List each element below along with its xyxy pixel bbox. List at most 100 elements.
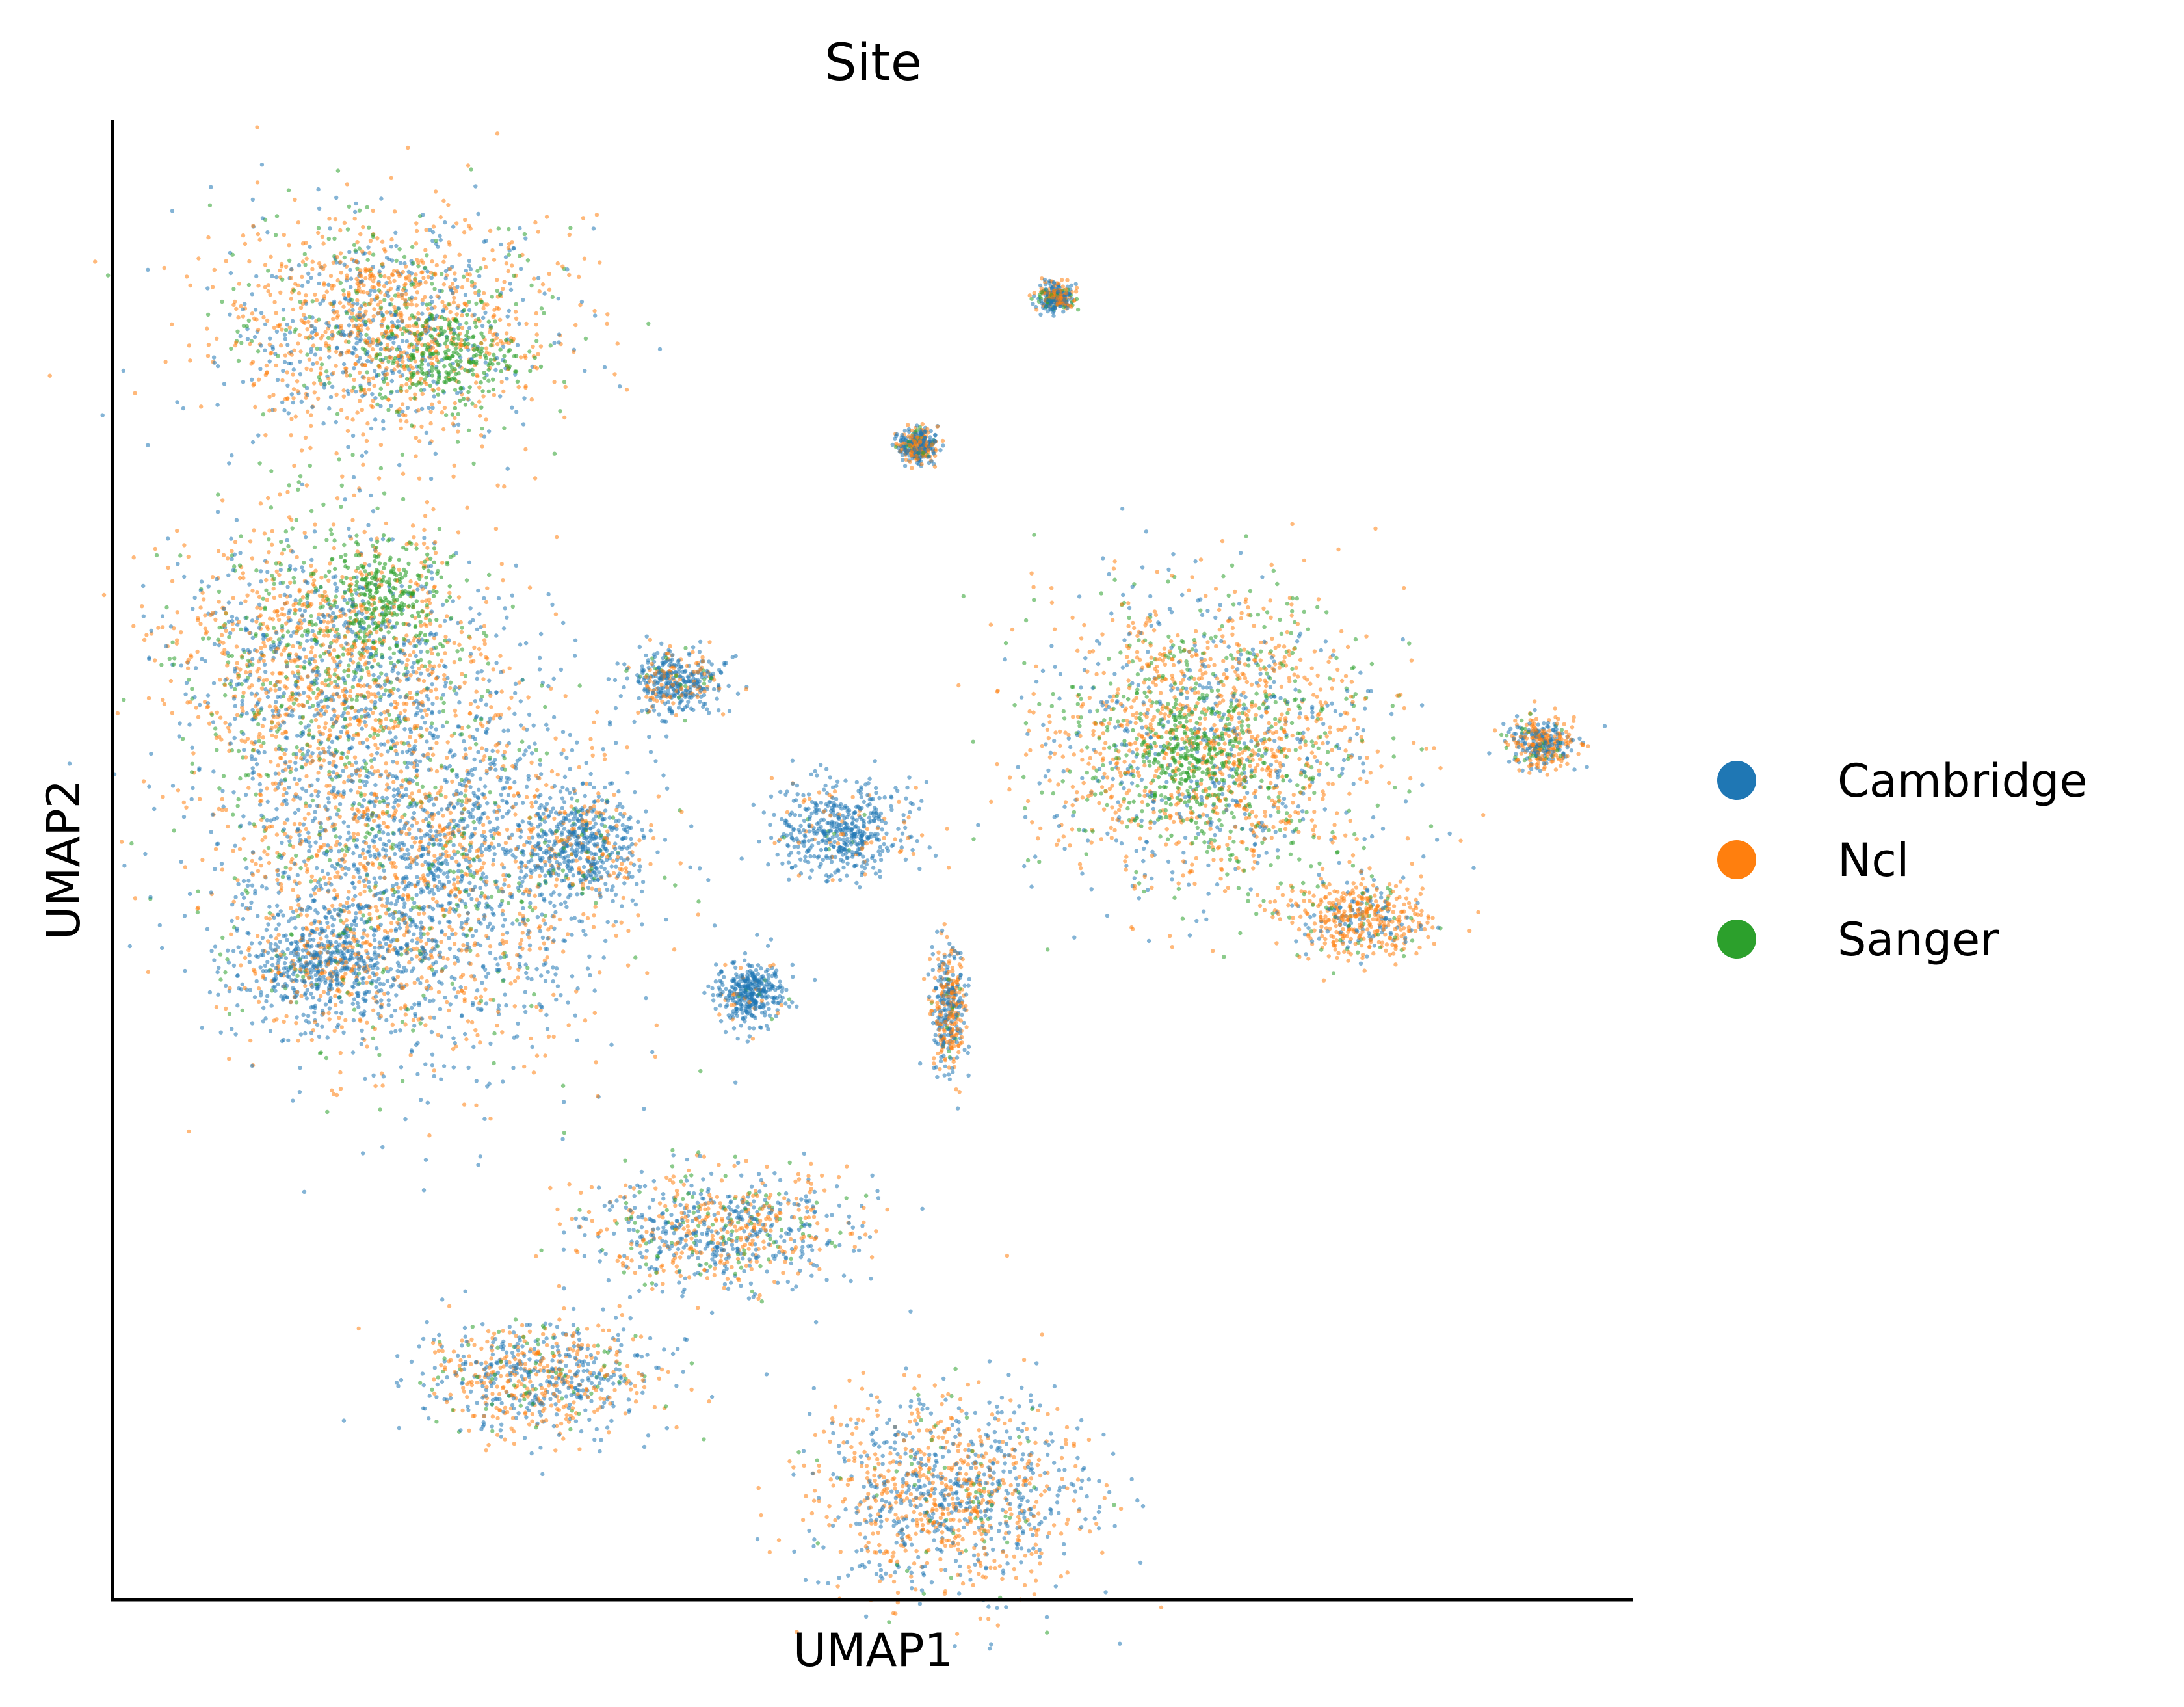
cell-point bbox=[434, 618, 439, 622]
cell-point bbox=[420, 311, 425, 316]
chart-title: Site bbox=[824, 34, 922, 92]
cell-point bbox=[226, 556, 230, 561]
cell-point bbox=[228, 631, 233, 635]
cell-point bbox=[447, 323, 452, 328]
cell-point bbox=[461, 397, 466, 401]
cell-point bbox=[467, 560, 472, 564]
cell-point bbox=[408, 385, 412, 390]
cell-point bbox=[210, 812, 215, 817]
cell-point bbox=[209, 185, 213, 189]
cell-point bbox=[358, 268, 363, 272]
cell-point bbox=[385, 324, 390, 329]
cell-point bbox=[264, 588, 269, 592]
cell-point bbox=[409, 957, 414, 962]
cell-point bbox=[671, 1153, 676, 1158]
cell-point bbox=[261, 315, 266, 320]
cell-point bbox=[400, 332, 405, 336]
cell-point bbox=[322, 294, 326, 298]
cell-point bbox=[333, 685, 337, 689]
cell-point bbox=[226, 600, 231, 605]
cell-point bbox=[523, 236, 528, 241]
cell-point bbox=[453, 271, 457, 276]
cell-point bbox=[335, 654, 340, 659]
cell-point bbox=[441, 308, 446, 313]
cell-point bbox=[250, 635, 255, 640]
cell-point bbox=[93, 259, 98, 264]
cell-point bbox=[367, 629, 373, 635]
cell-point bbox=[436, 392, 441, 397]
cell-point bbox=[473, 324, 479, 329]
cell-point bbox=[395, 360, 400, 365]
cell-point bbox=[605, 312, 610, 317]
cell-point bbox=[179, 630, 183, 635]
cell-point bbox=[651, 836, 656, 841]
cell-point bbox=[358, 232, 363, 237]
cell-point bbox=[441, 871, 447, 876]
cell-point bbox=[347, 668, 351, 673]
cell-point bbox=[342, 262, 347, 267]
cell-point bbox=[282, 752, 287, 757]
cell-point bbox=[357, 339, 362, 343]
cell-point bbox=[276, 712, 281, 717]
cell-point bbox=[492, 352, 496, 357]
cell-point bbox=[479, 652, 483, 657]
cell-point bbox=[401, 287, 406, 293]
cell-point bbox=[362, 289, 366, 295]
cell-point bbox=[441, 693, 446, 697]
cell-point bbox=[447, 320, 452, 324]
cell-point bbox=[339, 326, 343, 331]
cell-point bbox=[393, 230, 398, 235]
cell-point bbox=[376, 675, 382, 680]
cell-point bbox=[247, 821, 252, 826]
cell-point bbox=[448, 555, 453, 559]
cell-point bbox=[424, 598, 428, 603]
cell-point bbox=[387, 611, 392, 615]
cell-point bbox=[399, 576, 404, 580]
cell-point bbox=[334, 1011, 339, 1015]
cell-point bbox=[191, 751, 196, 756]
cell-point bbox=[222, 683, 228, 688]
cell-point bbox=[355, 790, 360, 795]
cell-point bbox=[367, 581, 372, 586]
cell-point bbox=[247, 259, 252, 264]
cell-point bbox=[365, 205, 369, 209]
cell-point bbox=[450, 365, 454, 370]
cell-point bbox=[374, 545, 379, 550]
cell-point bbox=[280, 875, 285, 879]
cell-point bbox=[523, 355, 528, 360]
cell-point bbox=[414, 296, 418, 300]
cell-point bbox=[324, 341, 328, 346]
cell-point bbox=[255, 605, 259, 610]
cell-point bbox=[367, 592, 373, 596]
cell-point bbox=[189, 654, 194, 659]
cell-point bbox=[332, 546, 336, 551]
cell-point bbox=[491, 387, 496, 392]
cell-point bbox=[380, 536, 386, 542]
cell-point bbox=[507, 323, 512, 327]
cell-point bbox=[319, 576, 324, 580]
cell-point bbox=[646, 321, 651, 326]
cell-point bbox=[265, 786, 269, 791]
cell-point bbox=[398, 261, 403, 265]
cell-point bbox=[251, 383, 256, 388]
cell-point bbox=[354, 591, 359, 596]
cell-point bbox=[482, 376, 487, 380]
cell-point bbox=[441, 259, 446, 264]
cell-point bbox=[343, 635, 347, 640]
cell-point bbox=[273, 787, 278, 792]
cell-point bbox=[297, 880, 302, 886]
cell-point bbox=[296, 676, 300, 680]
cell-point bbox=[430, 373, 435, 378]
cell-point bbox=[129, 841, 134, 846]
cell-point bbox=[272, 715, 276, 719]
cell-point bbox=[261, 741, 266, 745]
cell-point bbox=[404, 633, 409, 638]
cell-point bbox=[488, 790, 492, 795]
cell-point bbox=[441, 427, 446, 432]
cell-point bbox=[298, 1065, 302, 1070]
cell-point bbox=[584, 761, 588, 765]
cell-point bbox=[373, 582, 378, 587]
cell-point bbox=[266, 283, 270, 287]
cell-point bbox=[147, 655, 151, 660]
cell-point bbox=[289, 267, 294, 272]
